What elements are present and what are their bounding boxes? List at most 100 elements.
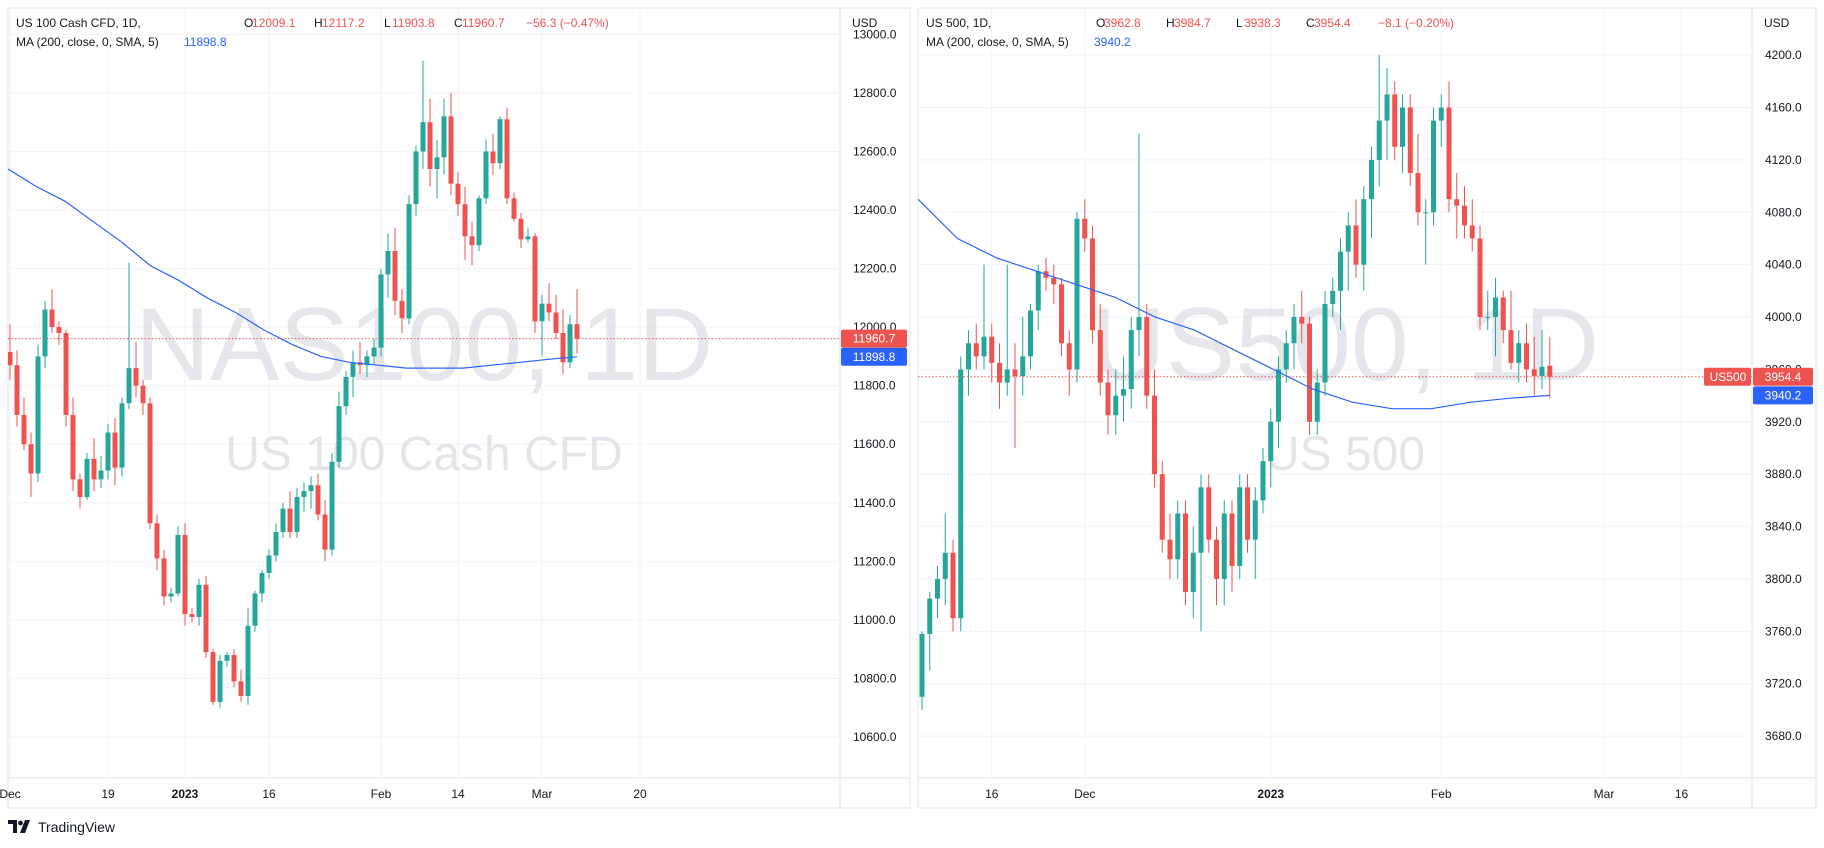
candle[interactable]	[308, 476, 314, 509]
nas100-chart-pane[interactable]: NAS100, 1D US 100 Cash CFD 13000.0 12800.0 1…	[0, 7, 911, 809]
candle[interactable]	[259, 570, 265, 603]
candle[interactable]	[483, 139, 489, 205]
candle[interactable]	[1307, 317, 1312, 435]
candle[interactable]	[1392, 81, 1398, 160]
candle[interactable]	[1167, 513, 1173, 579]
candle[interactable]	[1012, 343, 1018, 448]
candle[interactable]	[490, 133, 496, 175]
candle[interactable]	[1524, 323, 1529, 383]
candle[interactable]	[1206, 474, 1212, 553]
candle[interactable]	[989, 323, 995, 383]
candle[interactable]	[231, 649, 237, 688]
candle[interactable]	[98, 455, 104, 489]
candle[interactable]	[1268, 408, 1274, 488]
candle[interactable]	[1299, 290, 1305, 344]
candle[interactable]	[329, 453, 335, 556]
candle[interactable]	[1183, 500, 1188, 606]
candle[interactable]	[1338, 238, 1343, 331]
candle[interactable]	[1097, 303, 1103, 396]
candle[interactable]	[1330, 277, 1336, 318]
candle[interactable]	[1237, 474, 1243, 579]
candle[interactable]	[966, 330, 971, 396]
tradingview-branding[interactable]: TradingView	[8, 816, 115, 838]
candle[interactable]	[1438, 94, 1444, 147]
candle[interactable]	[182, 523, 188, 626]
candle[interactable]	[1376, 55, 1382, 187]
candle[interactable]	[927, 592, 933, 671]
candle[interactable]	[1175, 500, 1181, 579]
candle[interactable]	[574, 289, 580, 354]
candle[interactable]	[1066, 330, 1072, 396]
candle[interactable]	[154, 514, 160, 571]
candle[interactable]	[84, 453, 90, 500]
candle[interactable]	[406, 195, 412, 325]
candle[interactable]	[1493, 277, 1498, 357]
candle[interactable]	[504, 107, 510, 205]
candle[interactable]	[1369, 146, 1374, 239]
candle[interactable]	[448, 92, 454, 196]
candle[interactable]	[252, 590, 258, 632]
candle[interactable]	[1113, 369, 1119, 435]
candle[interactable]	[217, 655, 223, 708]
candle[interactable]	[245, 608, 251, 705]
candle[interactable]	[427, 98, 433, 187]
candle[interactable]	[56, 321, 62, 345]
candle[interactable]	[1074, 212, 1080, 383]
candle[interactable]	[238, 669, 244, 702]
candle[interactable]	[280, 502, 286, 538]
candle[interactable]	[91, 438, 97, 492]
candle[interactable]	[1121, 356, 1126, 422]
candle[interactable]	[399, 289, 405, 333]
candle[interactable]	[1082, 199, 1088, 252]
candle[interactable]	[497, 116, 503, 170]
candle[interactable]	[1152, 369, 1157, 488]
candle[interactable]	[49, 289, 55, 333]
candle[interactable]	[1059, 277, 1064, 357]
candle[interactable]	[1500, 290, 1506, 344]
candle[interactable]	[1361, 186, 1367, 291]
candle[interactable]	[1260, 448, 1266, 514]
candle[interactable]	[1136, 133, 1142, 357]
candle[interactable]	[942, 513, 948, 606]
candle[interactable]	[919, 631, 925, 710]
candle[interactable]	[35, 344, 41, 483]
candle[interactable]	[560, 309, 566, 374]
candle[interactable]	[1345, 212, 1351, 291]
candle[interactable]	[8, 324, 13, 380]
candle[interactable]	[1407, 94, 1413, 187]
candle[interactable]	[168, 587, 174, 603]
candle[interactable]	[287, 491, 293, 538]
candle[interactable]	[469, 221, 475, 266]
candle[interactable]	[958, 356, 964, 632]
candle[interactable]	[119, 397, 125, 477]
candle[interactable]	[105, 423, 111, 480]
candle[interactable]	[1423, 199, 1429, 265]
candle[interactable]	[1190, 526, 1196, 619]
candle[interactable]	[1508, 290, 1514, 370]
candle[interactable]	[1477, 225, 1483, 331]
candle[interactable]	[1431, 107, 1436, 226]
candle[interactable]	[1144, 303, 1150, 409]
candle[interactable]	[392, 227, 398, 316]
candle[interactable]	[42, 300, 48, 369]
candle[interactable]	[266, 549, 272, 579]
candle[interactable]	[301, 482, 307, 512]
candle[interactable]	[525, 227, 531, 243]
candle[interactable]	[1454, 173, 1460, 239]
candle[interactable]	[315, 473, 321, 521]
candle[interactable]	[1159, 461, 1165, 553]
candle[interactable]	[441, 98, 447, 175]
candle[interactable]	[420, 60, 426, 170]
candle[interactable]	[1252, 487, 1258, 579]
candle[interactable]	[28, 432, 34, 497]
candle[interactable]	[1245, 474, 1250, 553]
candle[interactable]	[1516, 330, 1522, 383]
candle[interactable]	[532, 233, 538, 333]
candle[interactable]	[1198, 474, 1204, 632]
candle[interactable]	[539, 294, 545, 357]
candle[interactable]	[161, 549, 167, 606]
candle[interactable]	[1229, 500, 1235, 593]
candle[interactable]	[434, 139, 440, 199]
candle[interactable]	[1353, 199, 1359, 278]
